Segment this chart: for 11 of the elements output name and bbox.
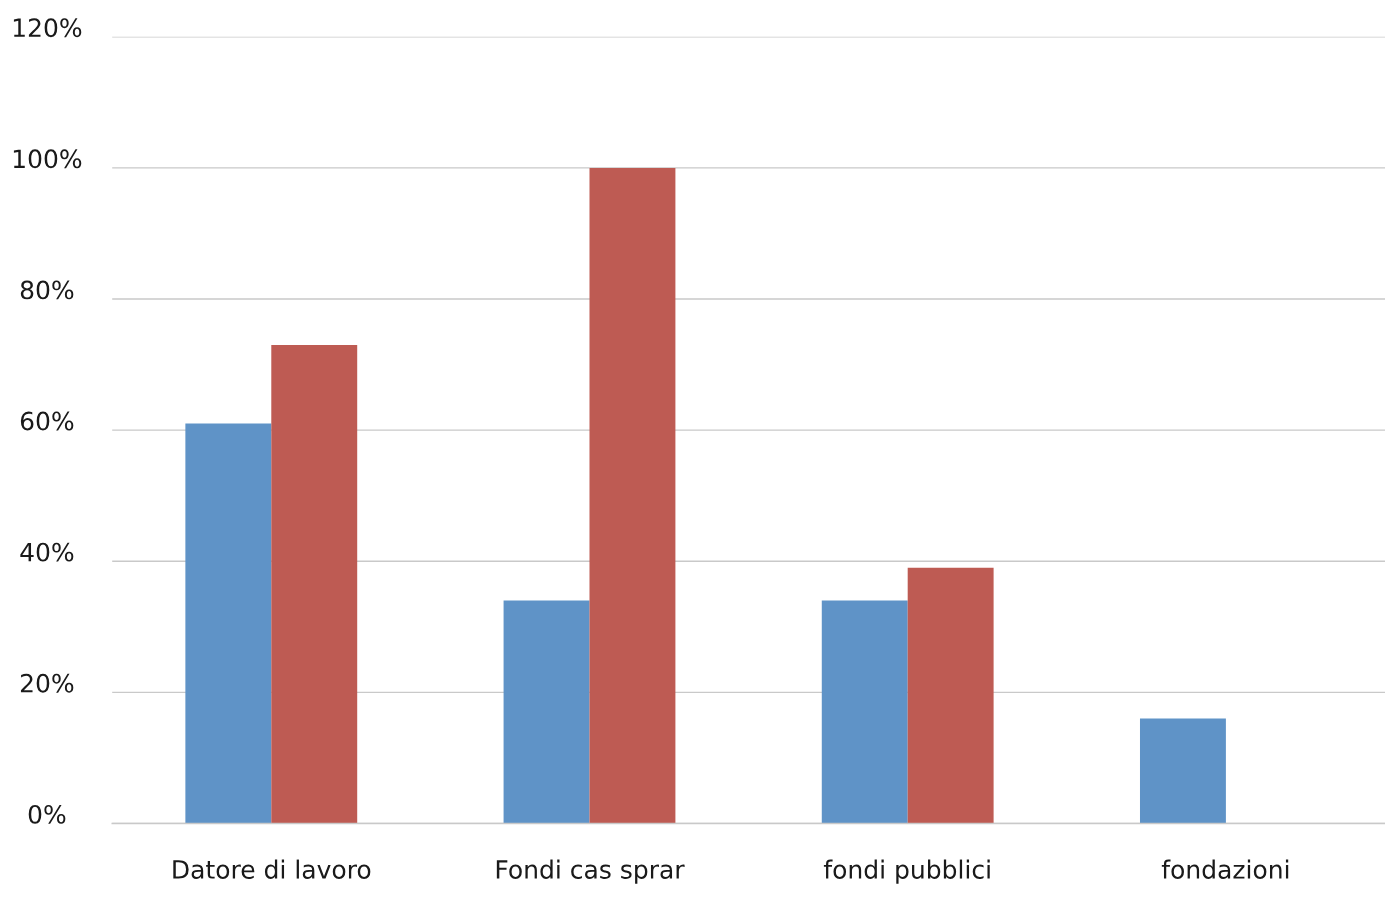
y-tick-label: 20% — [20, 673, 74, 693]
y-tick-label: 60% — [20, 411, 74, 431]
x-tick-label: fondi pubblici — [823, 859, 990, 884]
y-tick-label: 0% — [28, 804, 66, 824]
x-tick-label: fondazioni — [1161, 859, 1289, 879]
y-tick-label: 120% — [13, 18, 82, 38]
y-tick-label: 80% — [20, 280, 74, 300]
y-tick-label: 100% — [13, 149, 82, 169]
y-tick-label: 40% — [20, 542, 74, 562]
x-tick-label: Datore di lavoro — [173, 859, 371, 879]
x-tick-label: Fondi cas sprar — [496, 859, 685, 884]
